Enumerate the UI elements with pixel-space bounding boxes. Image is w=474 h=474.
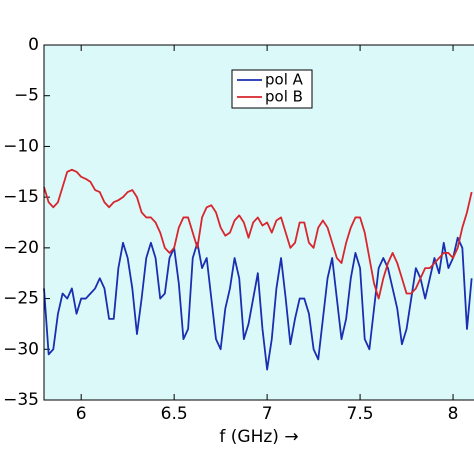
line-series [43,236,473,371]
plot-frame [43,44,474,401]
y-tick-label: −20 [3,238,39,258]
y-tick-label: −25 [3,289,39,309]
x-tick-label: 6.5 [161,404,188,424]
y-tick-label: −5 [14,86,39,106]
y-tick-label: −35 [3,390,39,410]
x-tick-label: 7 [262,404,273,424]
legend-label: pol A [265,71,304,89]
y-tick-label: 0 [28,35,39,55]
y-tick-label: −10 [3,136,39,156]
x-tick-label: 6 [76,404,87,424]
x-tick-label: 7.5 [347,404,374,424]
line-series [43,168,473,300]
y-tick-label: −30 [3,339,39,359]
x-axis-label: f (GHz) → [219,427,298,447]
y-tick-label: −15 [3,187,39,207]
legend-label: pol B [265,88,303,106]
legend-box [231,69,313,109]
x-tick-label: 8 [448,404,459,424]
